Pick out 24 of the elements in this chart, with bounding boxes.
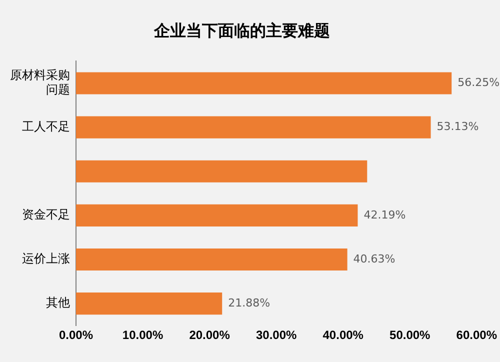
x-tick-label: 50.00% [390,328,431,342]
data-label: 42.19% [364,208,406,222]
bar [76,204,358,226]
data-label: 40.63% [353,252,396,266]
data-label: 53.13% [436,120,479,134]
bar [76,116,431,138]
x-tick-label: 60.00% [456,328,498,342]
y-tick-label: 其他 [46,296,70,310]
x-tick-label: 30.00% [256,328,298,342]
bar [76,160,368,182]
x-tick-label: 20.00% [189,328,230,342]
chart-title: 企业当下面临的主要难题 [153,20,330,40]
x-tick-label: 10.00% [122,328,164,342]
x-tick-label: 0.00% [58,328,94,342]
y-tick-label: 资金不足 [22,208,70,222]
y-tick-label: 原材料采购问题 [10,68,70,97]
bar [76,248,348,271]
data-label: 56.25% [458,76,500,90]
bar [76,292,222,315]
data-label: 21.88% [228,296,270,310]
y-tick-label: 运价上涨 [22,252,70,266]
bar [76,72,452,94]
y-tick-label: 工人不足 [22,119,70,134]
x-tick-label: 40.00% [322,328,364,342]
